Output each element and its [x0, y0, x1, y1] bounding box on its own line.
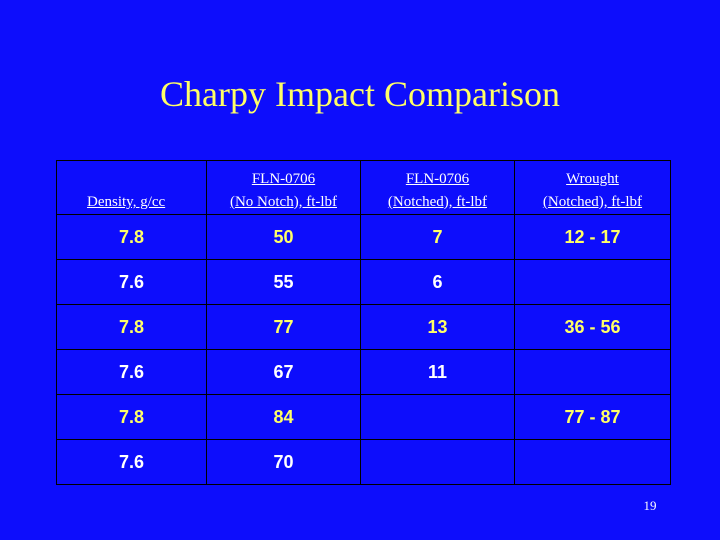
- cell-density: 7.6: [56, 259, 207, 305]
- table-row: 7.8 50 7 12 - 17: [56, 214, 671, 260]
- table-row: 7.8 77 13 36 - 56: [56, 304, 671, 350]
- table-row: 7.6 67 11: [56, 349, 671, 395]
- table-row: 7.6 55 6: [56, 259, 671, 305]
- cell-density: 7.6: [56, 349, 207, 395]
- header-density: Density, g/cc: [56, 160, 207, 215]
- cell-density: 7.8: [56, 214, 207, 260]
- cell-wrought: [514, 259, 671, 305]
- cell-wrought: 77 - 87: [514, 394, 671, 440]
- cell-no-notch: 77: [206, 304, 361, 350]
- page-number: 19: [643, 498, 657, 513]
- cell-density: 7.8: [56, 394, 207, 440]
- cell-wrought: 36 - 56: [514, 304, 671, 350]
- header-no-notch: FLN-0706 (No Notch), ft-lbf: [206, 160, 361, 215]
- cell-wrought: [514, 349, 671, 395]
- cell-notched: [360, 439, 515, 485]
- cell-notched: 11: [360, 349, 515, 395]
- cell-density: 7.6: [56, 439, 207, 485]
- table-row: 7.8 84 77 - 87: [56, 394, 671, 440]
- cell-wrought: 12 - 17: [514, 214, 671, 260]
- cell-density: 7.8: [56, 304, 207, 350]
- table-header-row: Density, g/cc FLN-0706 (No Notch), ft-lbf…: [56, 160, 671, 215]
- header-wrought: Wrought (Notched), ft-lbf: [514, 160, 671, 215]
- cell-notched: 13: [360, 304, 515, 350]
- cell-notched: 7: [360, 214, 515, 260]
- cell-no-notch: 70: [206, 439, 361, 485]
- cell-no-notch: 84: [206, 394, 361, 440]
- table-row: 7.6 70: [56, 439, 671, 485]
- cell-no-notch: 50: [206, 214, 361, 260]
- slide-title: Charpy Impact Comparison: [160, 74, 560, 114]
- header-notched: FLN-0706 (Notched), ft-lbf: [360, 160, 515, 215]
- cell-wrought: [514, 439, 671, 485]
- cell-no-notch: 55: [206, 259, 361, 305]
- charpy-table: Density, g/cc FLN-0706 (No Notch), ft-lbf…: [56, 160, 671, 485]
- cell-notched: 6: [360, 259, 515, 305]
- cell-notched: [360, 394, 515, 440]
- cell-no-notch: 67: [206, 349, 361, 395]
